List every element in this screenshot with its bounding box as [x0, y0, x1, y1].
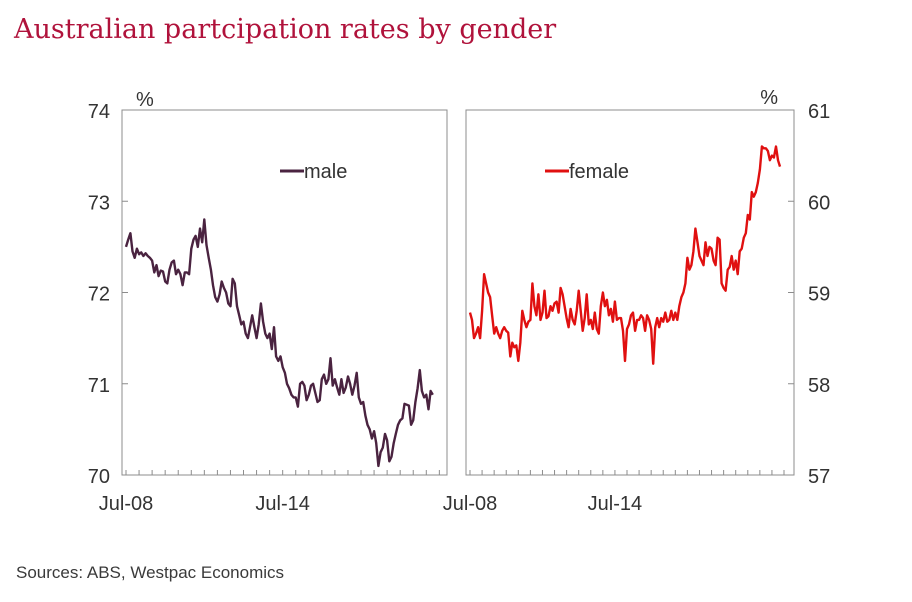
y-tick-label: 60 [808, 192, 830, 214]
plot-frame [121, 109, 448, 476]
y-tick-label: 71 [88, 375, 110, 397]
y-tick-label: 59 [808, 284, 830, 306]
legend-label: male [304, 161, 347, 183]
x-tick-label: Jul-14 [255, 493, 309, 515]
plot-frame [465, 109, 795, 476]
y-tick-label: 74 [88, 101, 110, 123]
y-unit-label: % [136, 89, 154, 111]
male-chart-panel: 70 71 72 73 74% Jul-08 Jul-14 male [88, 89, 448, 515]
y-tick-label: 73 [88, 192, 110, 214]
x-tick-label: Jul-08 [99, 493, 153, 515]
y-tick-label: 72 [88, 284, 110, 306]
female-series-line [468, 145, 782, 365]
source-note: Sources: ABS, Westpac Economics [16, 563, 285, 582]
y-unit-label: % [760, 87, 778, 109]
y-tick-label: 70 [88, 466, 110, 488]
chart-title: Australian partcipation rates by gender [14, 14, 557, 45]
female-chart-panel: 57 58 59 60 61% Jul-08 Jul-14 female [443, 87, 830, 515]
x-tick-label: Jul-14 [588, 493, 642, 515]
x-tick-label: Jul-08 [443, 493, 497, 515]
y-tick-label: 61 [808, 101, 830, 123]
male-series-line [124, 218, 434, 468]
y-tick-label: 58 [808, 375, 830, 397]
y-tick-label: 57 [808, 466, 830, 488]
legend-label: female [569, 161, 629, 183]
